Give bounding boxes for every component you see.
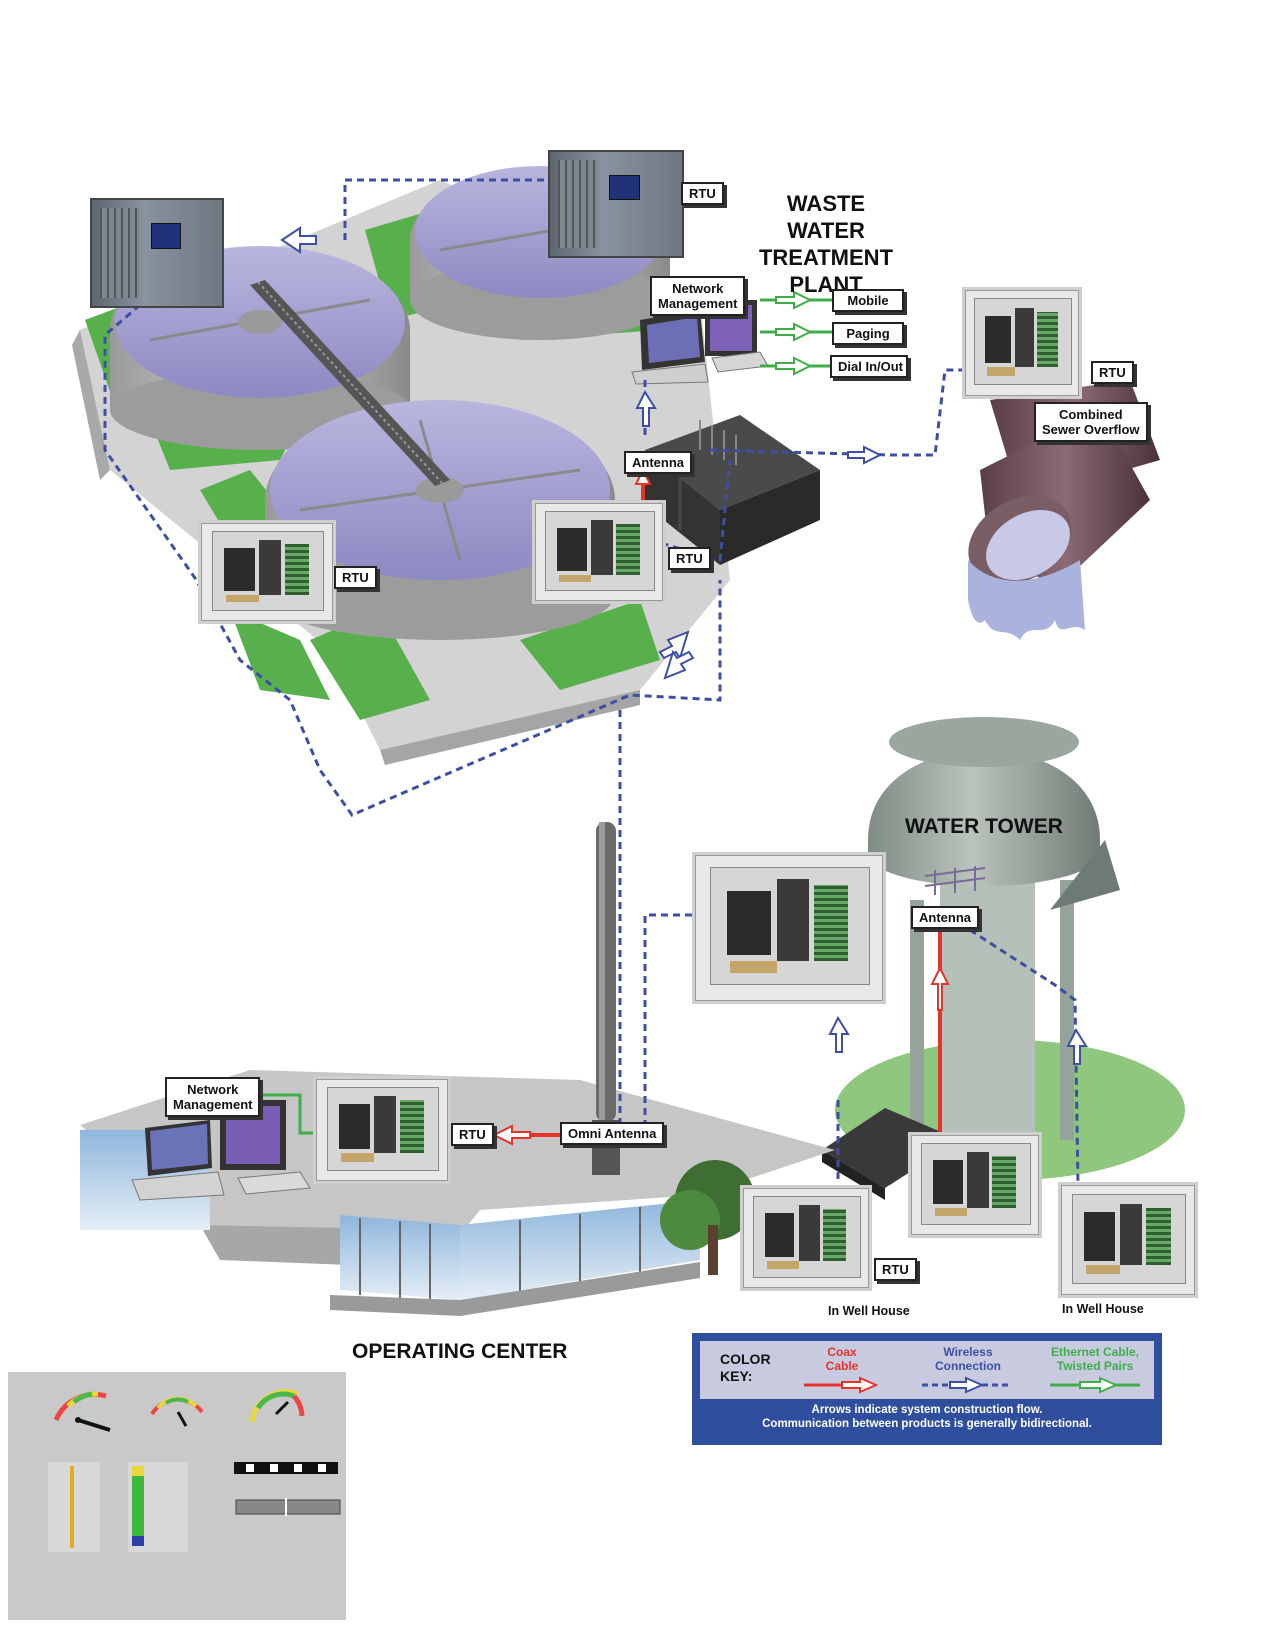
gauge-graphics xyxy=(48,1389,341,1552)
analog-gauge-1 xyxy=(53,1391,111,1432)
rtu-label-plant-left: RTU xyxy=(334,566,377,589)
antenna-label-plant: Antenna xyxy=(624,451,692,474)
wireless-connections xyxy=(103,178,1080,1186)
cabinet-vents xyxy=(557,160,598,248)
linear-meter xyxy=(235,1498,341,1516)
rtu-label-center: RTU xyxy=(451,1123,494,1146)
coax-connections xyxy=(490,467,950,1146)
network-management-label-center: Network Management xyxy=(165,1077,261,1117)
dial-in-out-label: Dial In/Out xyxy=(830,355,908,378)
color-key-arrows xyxy=(804,1376,1140,1394)
wireless-key-arrow xyxy=(922,1376,1010,1394)
rtu-enclosure-tower-base xyxy=(908,1132,1042,1238)
analog-gauge-2 xyxy=(150,1396,204,1427)
antenna-label-tower: Antenna xyxy=(911,906,979,929)
cabinet-display xyxy=(609,174,641,200)
color-key-heading: COLOR KEY: xyxy=(720,1351,771,1384)
hmi-gauge-panel xyxy=(8,1372,346,1620)
cabinet-vents xyxy=(99,208,139,298)
well-house-label-right: In Well House xyxy=(1056,1300,1150,1319)
network-management-label-plant: Network Management xyxy=(650,276,746,316)
bar-indicator-2 xyxy=(128,1462,188,1552)
rtu-label-well: RTU xyxy=(874,1258,917,1281)
coax-key-arrow xyxy=(804,1376,879,1394)
operating-center-illustration xyxy=(80,822,835,1316)
operating-center-title: OPERATING CENTER xyxy=(352,1340,568,1363)
rtu-label-sewer: RTU xyxy=(1091,361,1134,384)
color-key-body: COLOR KEY: Coax Cable Wireless Connectio… xyxy=(700,1341,1154,1399)
wireless-arrowheads xyxy=(280,226,1088,1065)
rtu-enclosure-tower xyxy=(692,852,886,1004)
treatment-plant-title: WASTE WATER TREATMENT PLANT xyxy=(758,191,894,297)
rtu-cabinet-top xyxy=(548,150,684,258)
digital-readout xyxy=(234,1462,338,1474)
rtu-label-plant-top: RTU xyxy=(681,182,724,205)
wireless-connection-key-label: Wireless Connection xyxy=(935,1345,1001,1373)
ethernet-key-arrow xyxy=(1050,1376,1140,1394)
rtu-enclosure-well-right xyxy=(1058,1182,1198,1298)
rtu-label-plant-center: RTU xyxy=(668,547,711,570)
rtu-enclosure-plant-left xyxy=(198,520,336,624)
ethernet-connections xyxy=(262,290,832,1135)
omni-antenna-label: Omni Antenna xyxy=(560,1122,665,1145)
cabinet-display xyxy=(150,223,182,249)
paging-label: Paging xyxy=(832,322,904,345)
water-tower-title: WATER TOWER xyxy=(905,815,1063,838)
color-key-footnote: Arrows indicate system construction flow… xyxy=(692,1403,1162,1431)
rtu-cabinet-left xyxy=(90,198,224,308)
rtu-enclosure-well-left xyxy=(740,1185,872,1291)
footnote-line-2: Communication between products is genera… xyxy=(762,1418,1092,1430)
rtu-enclosure-operating-center xyxy=(313,1076,451,1184)
combined-sewer-overflow-label: Combined Sewer Overflow xyxy=(1034,402,1148,442)
bar-indicator-1 xyxy=(48,1462,100,1552)
rtu-enclosure-sewer xyxy=(962,287,1082,399)
mobile-label: Mobile xyxy=(832,289,904,312)
color-key: COLOR KEY: Coax Cable Wireless Connectio… xyxy=(692,1333,1162,1445)
analog-gauge-3 xyxy=(249,1389,305,1423)
rtu-enclosure-plant-center xyxy=(532,500,666,604)
well-house-label-left: In Well House xyxy=(822,1302,916,1321)
footnote-line-1: Arrows indicate system construction flow… xyxy=(811,1404,1043,1416)
coax-cable-key-label: Coax Cable xyxy=(825,1345,859,1373)
ethernet-key-label: Ethernet Cable, Twisted Pairs xyxy=(1050,1345,1140,1373)
